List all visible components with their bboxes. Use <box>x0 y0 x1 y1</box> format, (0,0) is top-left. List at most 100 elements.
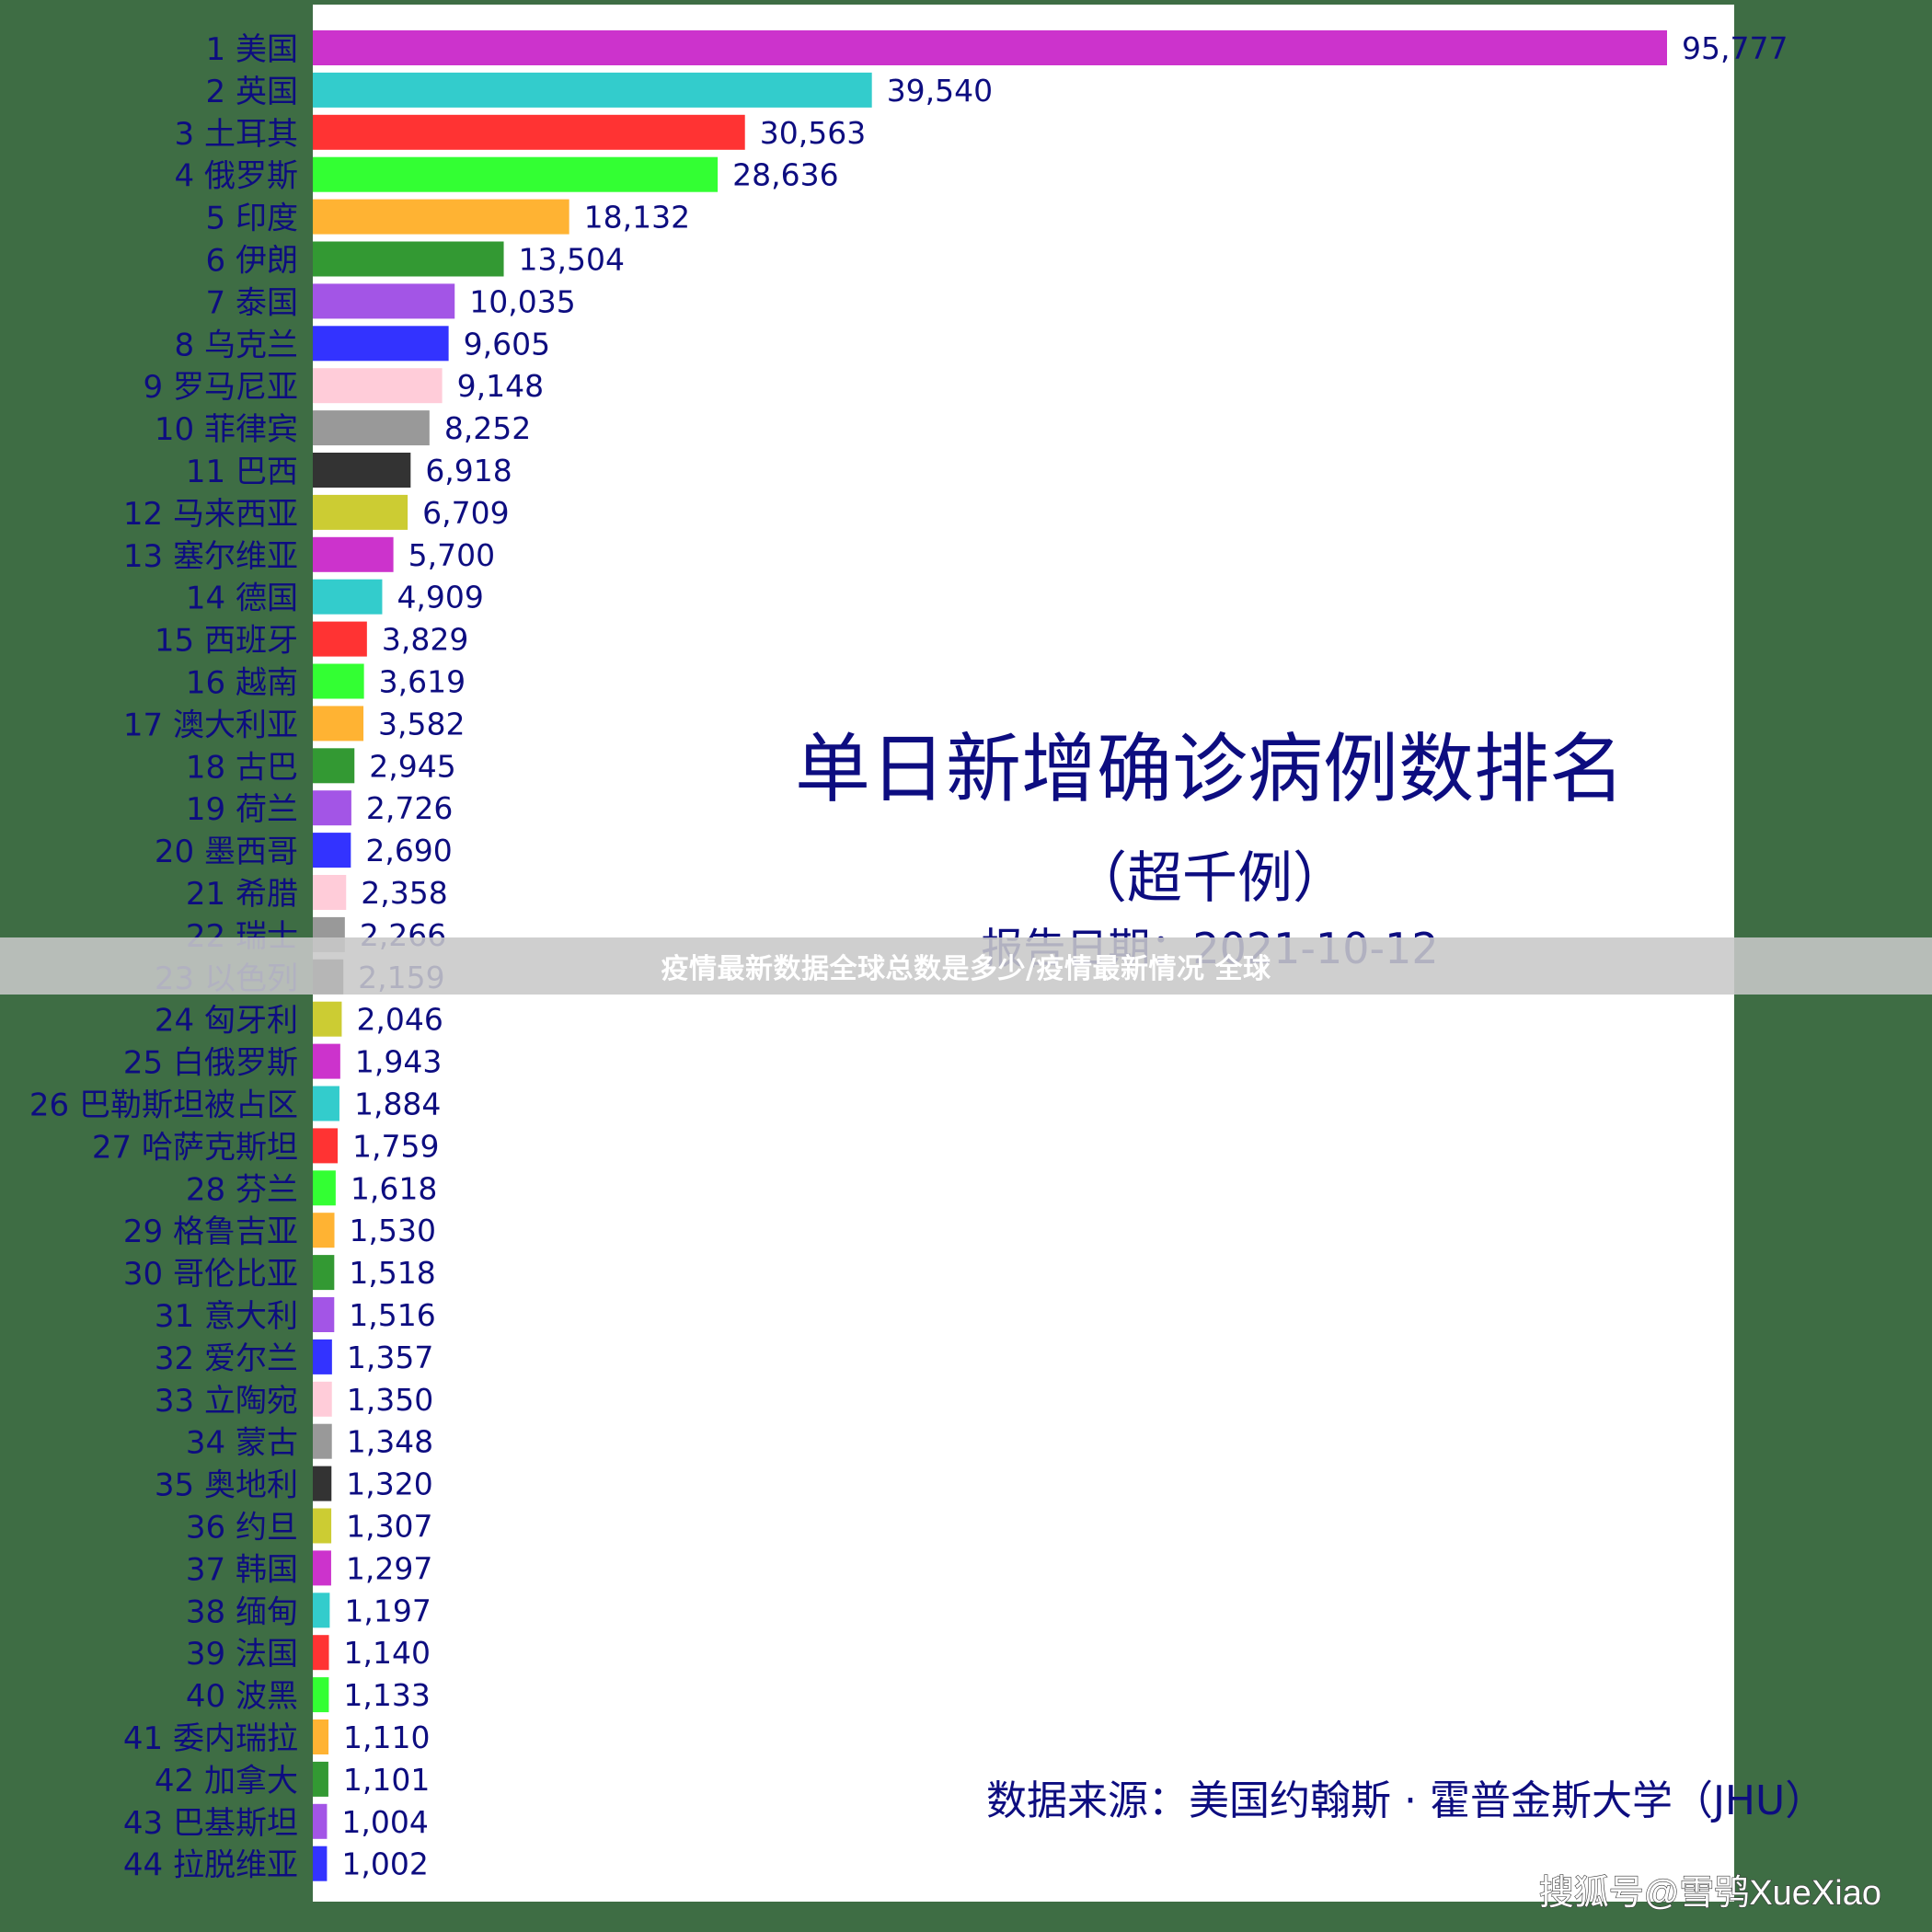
category-label-34: 34 蒙古 <box>186 1425 298 1462</box>
category-label-40: 40 波黑 <box>186 1678 298 1715</box>
bar-8 <box>313 326 449 362</box>
category-label-19: 19 荷兰 <box>186 791 298 828</box>
bar-37 <box>313 1550 331 1586</box>
bar-25 <box>313 1043 340 1079</box>
value-label-42: 1,101 <box>343 1762 430 1798</box>
value-label-7: 10,035 <box>469 283 575 319</box>
bar-21 <box>313 875 347 910</box>
category-label-31: 31 意大利 <box>155 1298 298 1335</box>
category-label-5: 5 印度 <box>206 201 298 237</box>
value-label-29: 1,530 <box>350 1213 436 1248</box>
bar-10 <box>313 410 430 446</box>
value-label-21: 2,358 <box>361 875 447 911</box>
category-label-33: 33 立陶宛 <box>155 1383 298 1420</box>
value-label-36: 1,307 <box>346 1509 432 1545</box>
bar-14 <box>313 579 383 615</box>
bar-32 <box>313 1339 332 1374</box>
category-label-4: 4 俄罗斯 <box>175 158 298 195</box>
category-label-15: 15 西班牙 <box>155 623 298 660</box>
value-label-17: 3,582 <box>378 706 465 742</box>
category-label-17: 17 澳大利亚 <box>123 707 298 743</box>
category-label-20: 20 墨西哥 <box>155 834 298 870</box>
bar-44 <box>313 1846 328 1881</box>
bar-28 <box>313 1170 336 1206</box>
watermark: 搜狐号@雪鸮XueXiao <box>1539 1874 1881 1913</box>
value-label-39: 1,140 <box>344 1635 431 1671</box>
bar-29 <box>313 1213 335 1248</box>
category-label-18: 18 古巴 <box>186 749 298 786</box>
bar-24 <box>313 1001 342 1037</box>
bar-7 <box>313 283 455 319</box>
bar-36 <box>313 1508 332 1544</box>
chart-title: 单日新增确诊病例数排名 <box>795 726 1625 813</box>
bar-20 <box>313 833 351 868</box>
bar-42 <box>313 1761 328 1797</box>
category-label-6: 6 伊朗 <box>206 243 298 280</box>
category-label-29: 29 格鲁吉亚 <box>123 1213 298 1250</box>
bar-40 <box>313 1677 329 1713</box>
value-label-44: 1,002 <box>341 1846 428 1882</box>
bar-16 <box>313 663 364 699</box>
bar-5 <box>313 199 569 235</box>
value-label-1: 95,777 <box>1682 30 1788 66</box>
category-label-2: 2 英国 <box>206 74 298 110</box>
bar-17 <box>313 706 364 742</box>
value-label-16: 3,619 <box>379 664 466 700</box>
value-label-15: 3,829 <box>382 622 468 658</box>
value-label-12: 6,709 <box>422 495 509 531</box>
bar-30 <box>313 1255 335 1291</box>
category-label-38: 38 缅甸 <box>186 1593 298 1630</box>
bar-39 <box>313 1635 329 1671</box>
bar-4 <box>313 156 719 192</box>
category-label-27: 27 哈萨克斯坦 <box>92 1129 298 1166</box>
value-label-18: 2,945 <box>369 748 455 784</box>
category-label-24: 24 匈牙利 <box>155 1003 298 1040</box>
title-banner: 疫情最新数据全球总数是多少/疫情最新情况 全球 <box>0 937 1932 995</box>
bar-38 <box>313 1593 330 1628</box>
category-label-11: 11 巴西 <box>186 454 298 490</box>
bars-group: 1 美国 95,777 2 英国 39,540 3 土耳其 30,563 4 俄罗斯 28,6… <box>29 30 1788 1884</box>
bar-43 <box>313 1803 328 1839</box>
bar-41 <box>313 1719 329 1754</box>
category-label-7: 7 泰国 <box>206 284 298 321</box>
bar-13 <box>313 536 394 572</box>
value-label-9: 9,148 <box>457 368 544 404</box>
category-label-25: 25 白俄罗斯 <box>123 1045 298 1082</box>
value-label-3: 30,563 <box>760 115 866 151</box>
bar-33 <box>313 1381 332 1417</box>
value-label-25: 1,943 <box>355 1044 442 1080</box>
category-label-32: 32 爱尔兰 <box>155 1340 298 1377</box>
value-label-2: 39,540 <box>887 73 993 109</box>
category-label-3: 3 土耳其 <box>175 116 298 153</box>
value-label-20: 2,690 <box>365 833 452 868</box>
value-label-30: 1,518 <box>349 1255 435 1291</box>
bar-18 <box>313 748 355 784</box>
category-label-21: 21 希腊 <box>186 876 298 913</box>
category-label-8: 8 乌克兰 <box>175 327 298 363</box>
value-label-8: 9,605 <box>464 326 550 362</box>
value-label-37: 1,297 <box>346 1550 432 1586</box>
bar-35 <box>313 1466 332 1501</box>
chart-subtitle: （超千例） <box>1072 846 1348 911</box>
value-label-38: 1,197 <box>344 1593 431 1628</box>
category-label-26: 26 巴勒斯坦被占区 <box>29 1087 298 1124</box>
bar-11 <box>313 453 411 488</box>
banner-text: 疫情最新数据全球总数是多少/疫情最新情况 全球 <box>661 953 1271 985</box>
bar-27 <box>313 1128 339 1164</box>
category-label-35: 35 奥地利 <box>155 1467 298 1504</box>
category-label-14: 14 德国 <box>186 581 298 617</box>
value-label-24: 2,046 <box>356 1002 443 1038</box>
value-label-43: 1,004 <box>341 1804 428 1840</box>
bar-19 <box>313 790 351 826</box>
value-label-35: 1,320 <box>346 1466 432 1502</box>
category-label-30: 30 哥伦比亚 <box>123 1256 298 1293</box>
bar-34 <box>313 1423 332 1459</box>
category-label-43: 43 巴基斯坦 <box>123 1805 298 1842</box>
bar-3 <box>313 114 745 150</box>
category-label-36: 36 约旦 <box>186 1510 298 1547</box>
category-label-9: 9 罗马尼亚 <box>144 369 298 406</box>
category-label-10: 10 菲律宾 <box>155 411 298 448</box>
data-source: 数据来源：美国约翰斯 · 霍普金斯大学（JHU） <box>986 1777 1825 1824</box>
category-label-39: 39 法国 <box>186 1636 298 1673</box>
bar-15 <box>313 621 367 657</box>
